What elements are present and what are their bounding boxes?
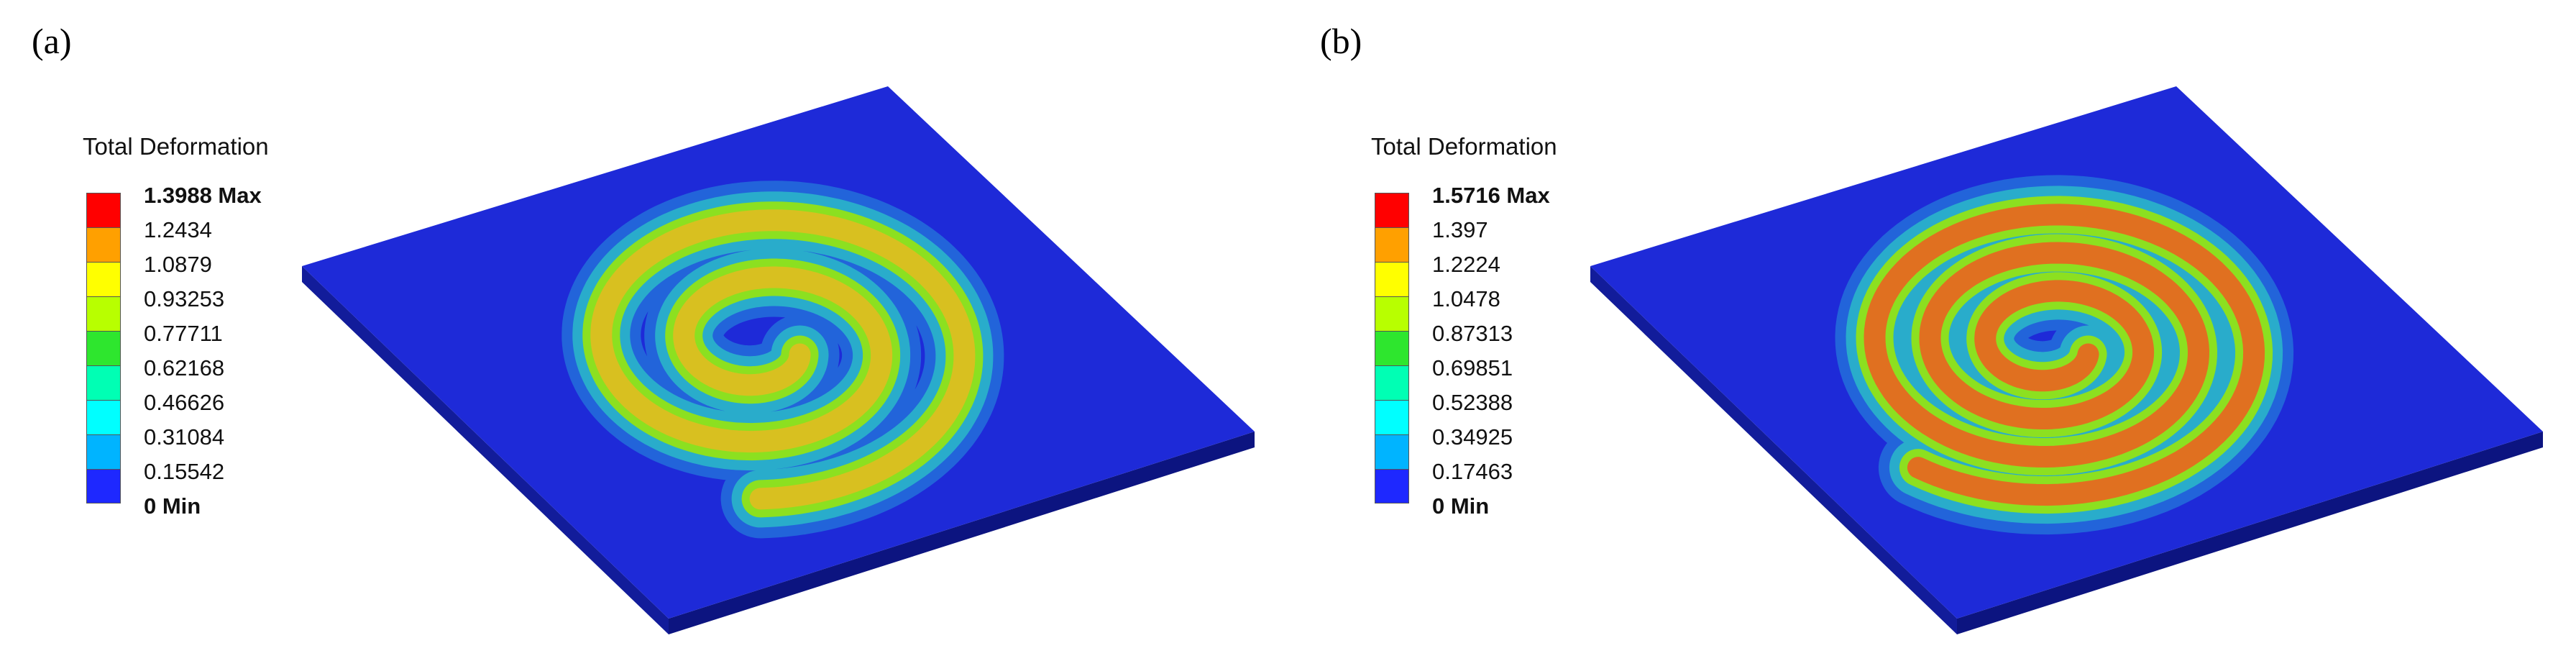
legend-tick-label: 1.0478 (1432, 286, 1500, 311)
panel-a: (a) Total Deformation 1.3988 Max 1.2434 … (32, 21, 1255, 634)
legend-swatch (1375, 434, 1409, 469)
plate-front-face (1590, 266, 1957, 634)
legend-swatch (1375, 331, 1409, 365)
legend-swatch (86, 400, 121, 434)
legend-swatch (86, 331, 121, 365)
legend-tick-label: 0.69851 (1432, 355, 1513, 380)
plate-front-face (302, 266, 669, 634)
legend-tick-label: 0.15542 (144, 459, 225, 484)
legend-tick-label: 0.34925 (1432, 424, 1513, 450)
coil-crest (1864, 204, 2265, 506)
legend-swatch (86, 365, 121, 400)
legend-tick-label: 1.397 (1432, 217, 1488, 242)
legend-tick-label: 0.52388 (1432, 390, 1513, 415)
legend-tick-label: 0.46626 (144, 390, 225, 415)
legend-swatch (86, 296, 121, 331)
legend-swatch (86, 262, 121, 296)
legend-tick-label: 0.87313 (1432, 321, 1513, 346)
legend-tick-label: 1.2434 (144, 217, 212, 242)
legend-max-label: 1.3988 Max (144, 183, 262, 208)
legend-min-label: 0 Min (1432, 493, 1490, 519)
deformation-plot (1590, 86, 2543, 634)
legend-color-bar (1375, 193, 1409, 503)
legend-swatch (1375, 227, 1409, 262)
coil-crest (590, 209, 976, 510)
legend-swatch (1375, 193, 1409, 227)
panel-b: (b) Total Deformation 1.5716 Max 1.397 1… (1288, 0, 2576, 661)
legend-labels: 1.5716 Max 1.397 1.2224 1.0478 0.87313 0… (1432, 178, 1550, 524)
deformation-plot (302, 86, 1255, 634)
legend-tick-label: 0.93253 (144, 286, 225, 311)
legend-swatch (1375, 296, 1409, 331)
legend-title: Total Deformation (1371, 133, 1557, 160)
panel-label: (b) (1320, 21, 1362, 61)
legend-tick-label: 0.17463 (1432, 459, 1513, 484)
legend-swatch (1375, 262, 1409, 296)
legend-swatch (86, 469, 121, 503)
legend-tick-label: 0.62168 (144, 355, 225, 380)
legend-swatch (86, 434, 121, 469)
legend-tick-label: 0.31084 (144, 424, 225, 450)
legend-swatch (1375, 365, 1409, 400)
plate-side-face (669, 432, 1255, 634)
legend-title: Total Deformation (83, 133, 269, 160)
legend-color-bar (86, 193, 121, 503)
legend-swatch (86, 227, 121, 262)
legend-min-label: 0 Min (144, 493, 201, 519)
legend-swatch (1375, 400, 1409, 434)
legend-swatch (1375, 469, 1409, 503)
legend-max-label: 1.5716 Max (1432, 183, 1550, 208)
plate-side-face (1957, 432, 2543, 634)
legend-labels: 1.3988 Max 1.2434 1.0879 0.93253 0.77711… (144, 178, 262, 524)
legend-tick-label: 0.77711 (144, 321, 223, 346)
panel-label: (a) (32, 21, 72, 61)
legend-tick-label: 1.2224 (1432, 252, 1500, 277)
legend-tick-label: 1.0879 (144, 252, 212, 277)
legend-swatch (86, 193, 121, 227)
